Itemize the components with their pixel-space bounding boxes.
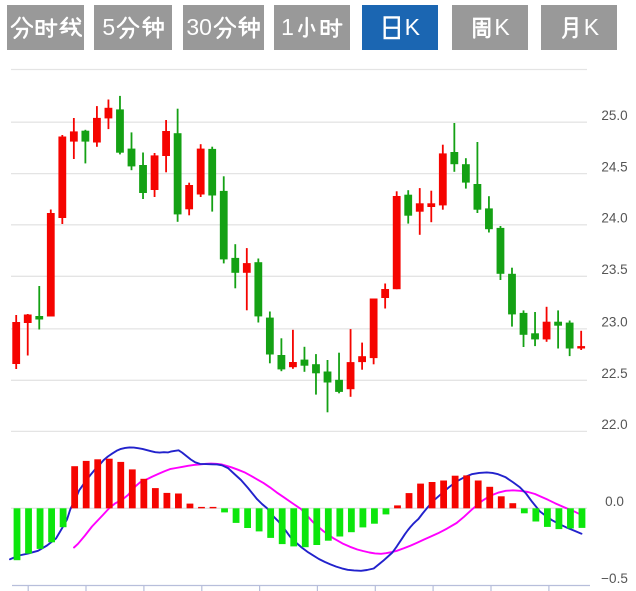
svg-text:24.5: 24.5	[601, 159, 627, 174]
svg-text:23.5: 23.5	[601, 262, 627, 277]
svg-text:23.0: 23.0	[601, 315, 627, 330]
svg-text:25.0: 25.0	[601, 108, 627, 123]
svg-text:−0.5: −0.5	[601, 571, 628, 586]
svg-text:0.0: 0.0	[605, 494, 624, 509]
svg-text:22.5: 22.5	[601, 366, 627, 381]
svg-text:24.0: 24.0	[601, 211, 627, 226]
svg-text:22.0: 22.0	[601, 417, 627, 432]
